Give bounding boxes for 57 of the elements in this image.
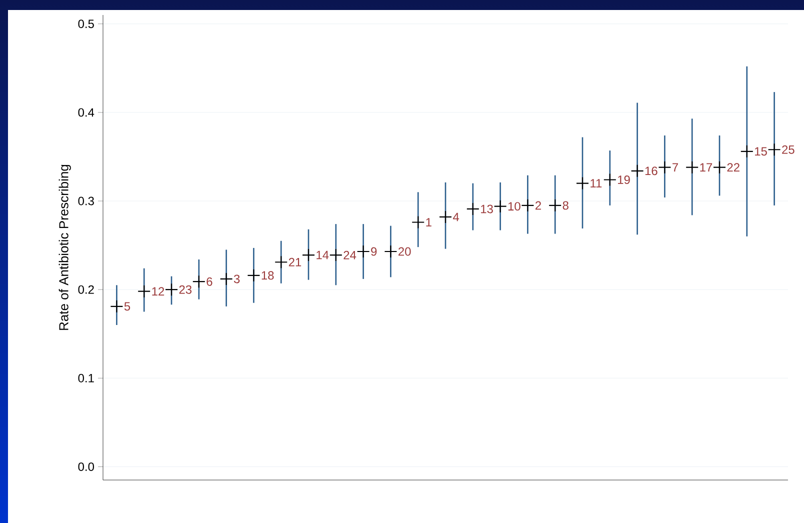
point: [576, 176, 590, 190]
point: [494, 200, 507, 213]
annotation: 4: [452, 212, 460, 222]
annotation: 16: [645, 166, 658, 176]
point: [466, 202, 480, 216]
annotation: 24: [344, 250, 356, 260]
point: [521, 198, 534, 212]
annotation: 7: [672, 163, 678, 172]
point: [138, 284, 151, 298]
annotation: 20: [398, 247, 411, 256]
annotation: 9: [371, 247, 377, 256]
annotation: 10: [508, 202, 520, 211]
annotation: 14: [316, 250, 329, 260]
point: [712, 160, 726, 174]
point: [110, 300, 124, 313]
point: [247, 268, 260, 282]
point: [686, 160, 699, 174]
annotation: 17: [700, 163, 712, 172]
point: [740, 144, 754, 158]
point: [274, 256, 288, 269]
y-axis-title: Rate of Antibiotic Prescribing: [58, 164, 71, 330]
annotation: 21: [288, 258, 302, 266]
point: [412, 216, 425, 229]
point: [302, 248, 316, 262]
point: [438, 210, 452, 224]
y-tick-label: 0.5: [78, 20, 94, 28]
annotation: 2: [535, 201, 541, 210]
annotation: 18: [262, 271, 274, 280]
point: [192, 275, 206, 288]
point: [603, 173, 616, 186]
point: [356, 244, 370, 258]
point: [329, 248, 342, 262]
y-tick-label: 0.2: [78, 285, 94, 294]
annotation: 22: [727, 163, 740, 172]
y-tick-label: 0.1: [78, 374, 94, 382]
annotation: 19: [618, 176, 630, 184]
annotation: 6: [206, 277, 212, 286]
point: [768, 143, 781, 156]
annotation: 13: [481, 204, 493, 214]
annotation: 15: [755, 147, 767, 156]
point: [220, 272, 233, 286]
annotation: 25: [782, 145, 794, 154]
point: [548, 198, 562, 212]
annotation: 1: [426, 218, 432, 226]
annotation: 12: [152, 287, 164, 296]
y-tick-label: 0.0: [78, 462, 94, 471]
annotation: 8: [562, 201, 568, 210]
annotation: 23: [179, 285, 192, 294]
point: [630, 164, 644, 178]
point: [384, 244, 398, 258]
y-tick-label: 0.3: [78, 196, 94, 206]
annotation: 5: [124, 302, 130, 311]
point: [164, 283, 178, 296]
annotation: 11: [590, 179, 602, 188]
point: [658, 160, 672, 174]
annotation: 3: [234, 274, 240, 284]
y-tick-label: 0.4: [78, 108, 94, 117]
